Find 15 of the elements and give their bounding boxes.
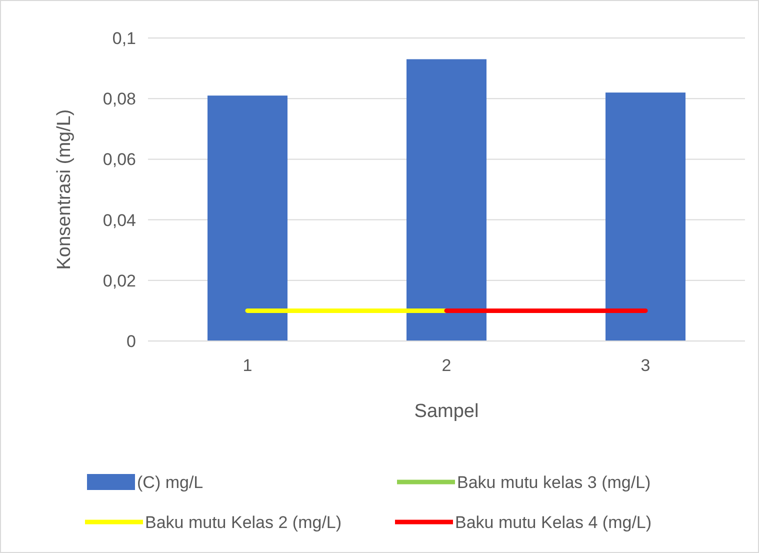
y-axis-title: Konsentrasi (mg/L) bbox=[54, 109, 75, 270]
x-tick-label: 1 bbox=[242, 356, 252, 375]
legend-label: Baku mutu Kelas 4 (mg/L) bbox=[455, 512, 652, 532]
y-tick-label: 0,06 bbox=[102, 150, 136, 170]
y-tick-label: 0,04 bbox=[102, 210, 136, 230]
y-tick-label: 0,1 bbox=[112, 28, 136, 48]
legend-label: Baku mutu kelas 3 (mg/L) bbox=[457, 472, 651, 492]
x-axis-title: Sampel bbox=[414, 401, 479, 422]
legend-label: (C) mg/L bbox=[137, 472, 204, 492]
y-tick-label: 0,02 bbox=[102, 271, 136, 290]
y-tick-label: 0,08 bbox=[102, 90, 136, 109]
x-tick-label: 2 bbox=[442, 356, 452, 375]
x-tick-label: 3 bbox=[640, 356, 650, 375]
y-tick-label: 0 bbox=[126, 332, 136, 351]
legend-label: Baku mutu Kelas 2 (mg/L) bbox=[145, 512, 342, 532]
